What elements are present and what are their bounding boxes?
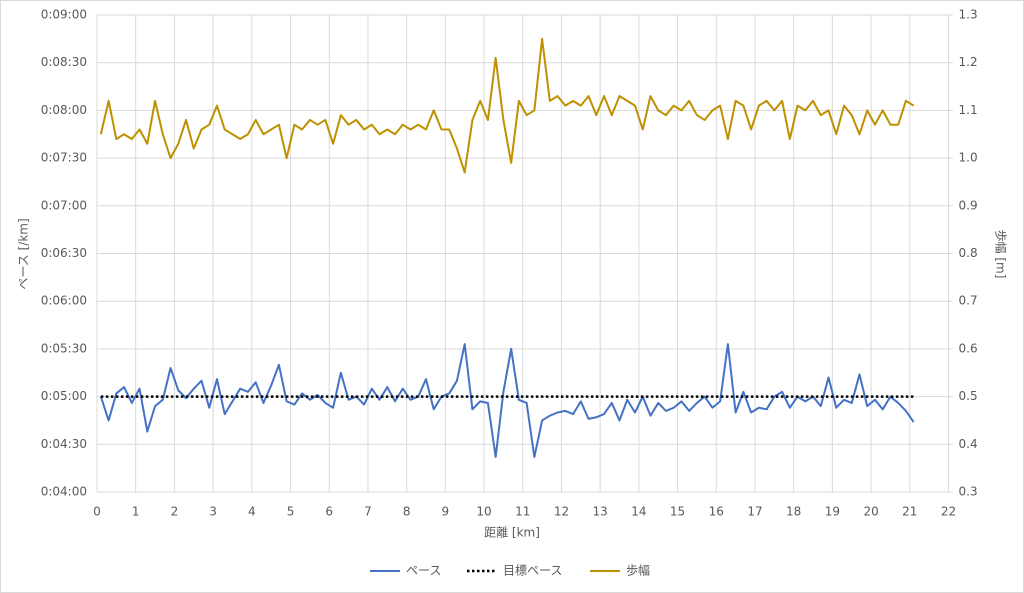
y2-tick-label: 0.4: [959, 437, 978, 451]
x-tick-label: 19: [825, 505, 840, 519]
x-tick-label: 0: [93, 505, 101, 519]
y-tick-label: 0:04:00: [41, 485, 87, 499]
y2-axis-label: 歩幅 [m]: [994, 230, 1009, 279]
x-tick-label: 11: [515, 505, 530, 519]
series-line: [99, 343, 915, 459]
x-tick-label: 3: [209, 505, 217, 519]
x-tick-label: 21: [902, 505, 917, 519]
x-tick-label: 9: [442, 505, 450, 519]
x-tick-label: 10: [476, 505, 491, 519]
x-tick-label: 2: [171, 505, 179, 519]
y-tick-label: 0:05:30: [41, 341, 87, 355]
y-axis-label: ペース [/km]: [17, 218, 31, 289]
y-tick-label: 0:07:00: [41, 198, 87, 212]
y-tick-label: 0:09:00: [41, 8, 87, 22]
y2-tick-label: 0.3: [959, 485, 978, 499]
x-tick-label: 14: [631, 505, 646, 519]
y-tick-label: 0:06:30: [41, 246, 87, 260]
y2-tick-label: 0.6: [959, 341, 978, 355]
x-tick-label: 4: [248, 505, 256, 519]
x-axis-label: 距離 [km]: [484, 526, 540, 540]
x-tick-label: 18: [786, 505, 801, 519]
y2-tick-label: 0.8: [959, 246, 978, 260]
y2-tick-label: 1.1: [959, 103, 978, 117]
x-tick-label: 17: [747, 505, 762, 519]
series-line: [99, 37, 915, 174]
x-tick-label: 16: [709, 505, 724, 519]
y2-tick-label: 1.3: [959, 8, 978, 22]
y-tick-label: 0:08:00: [41, 103, 87, 117]
y-tick-label: 0:04:30: [41, 437, 87, 451]
x-tick-label: 6: [325, 505, 333, 519]
y-tick-label: 0:05:00: [41, 389, 87, 403]
x-tick-label: 13: [593, 505, 608, 519]
x-tick-label: 15: [670, 505, 685, 519]
x-tick-label: 12: [554, 505, 569, 519]
y-tick-label: 0:06:00: [41, 294, 87, 308]
legend-label: 歩幅: [626, 563, 650, 578]
legend-label: ペース: [406, 564, 441, 578]
y2-tick-label: 0.5: [959, 389, 978, 403]
y2-tick-label: 0.7: [959, 294, 978, 308]
y-tick-label: 0:07:30: [41, 151, 87, 165]
y2-tick-label: 0.9: [959, 198, 978, 212]
x-tick-label: 1: [132, 505, 140, 519]
y2-tick-label: 1.0: [959, 151, 978, 165]
x-tick-label: 7: [364, 505, 372, 519]
x-tick-label: 20: [863, 505, 878, 519]
y-tick-label: 0:08:30: [41, 55, 87, 69]
y2-tick-label: 1.2: [959, 55, 978, 69]
x-tick-label: 22: [941, 505, 956, 519]
x-tick-label: 8: [403, 505, 411, 519]
x-tick-label: 5: [287, 505, 295, 519]
legend-label: 目標ペース: [503, 564, 562, 578]
